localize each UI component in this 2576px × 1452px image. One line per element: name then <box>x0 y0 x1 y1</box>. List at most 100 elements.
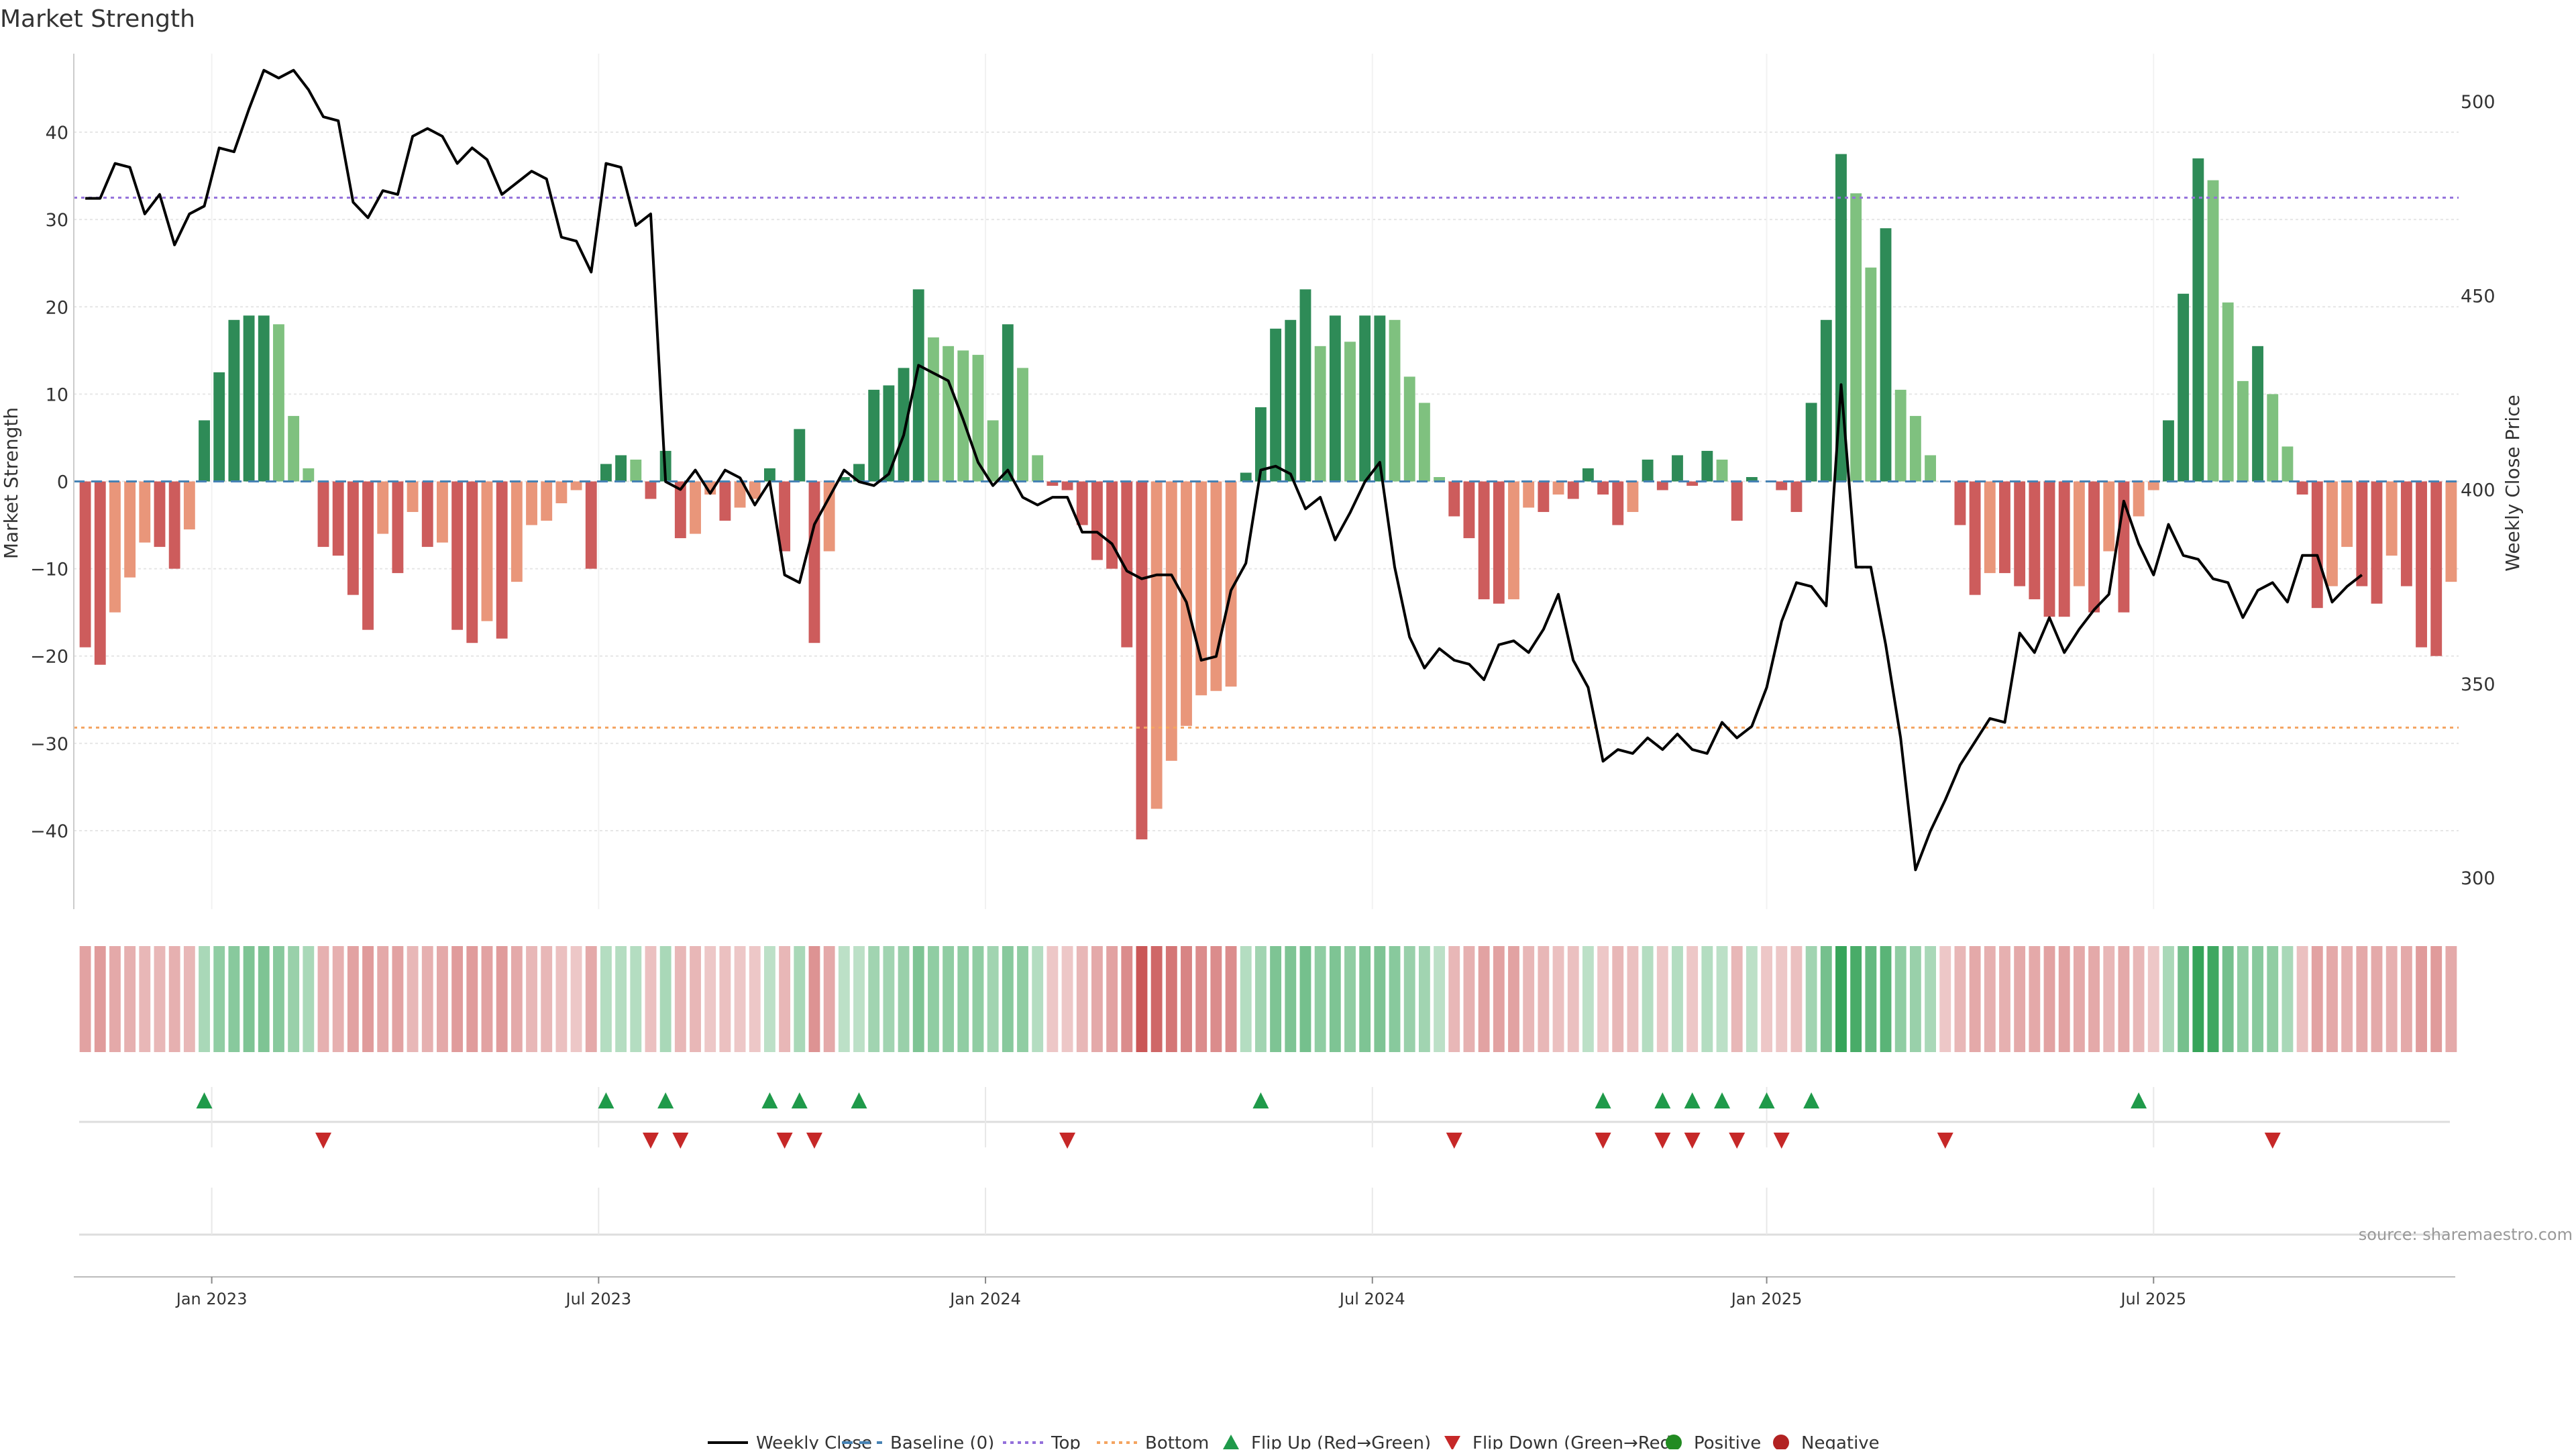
heat-cell <box>1195 946 1208 1052</box>
heat-cell <box>2311 946 2323 1052</box>
strength-bar <box>600 464 612 482</box>
x-tick-label: Jan 2025 <box>1730 1290 1803 1308</box>
heat-cell <box>927 946 939 1052</box>
heat-cell <box>1240 946 1252 1052</box>
heat-cell <box>1790 946 1803 1052</box>
legend-swatch-dot <box>1773 1435 1789 1451</box>
heat-cell <box>213 946 225 1052</box>
strength-bar <box>213 372 225 482</box>
strength-bar <box>2207 180 2219 482</box>
y-left-tick-label: 40 <box>46 123 68 144</box>
strength-bar <box>1523 481 1535 508</box>
strength-bar <box>615 455 627 482</box>
heat-cell <box>2430 946 2443 1052</box>
strength-bar <box>1225 481 1237 687</box>
strength-bar <box>183 481 195 530</box>
strength-bar <box>987 420 999 482</box>
heat-cell <box>1136 946 1148 1052</box>
flip-down-marker <box>315 1133 331 1149</box>
heat-cell <box>1076 946 1088 1052</box>
heat-cell <box>2207 946 2219 1052</box>
strength-bar <box>898 368 910 482</box>
strength-bar <box>258 315 270 482</box>
heat-cell <box>1032 946 1044 1052</box>
heat-cell <box>317 946 329 1052</box>
strength-bar <box>555 481 568 504</box>
strength-bar <box>1002 324 1014 482</box>
strength-bar <box>868 389 880 482</box>
heat-cell <box>2416 946 2427 1052</box>
strength-bar <box>1046 481 1059 486</box>
heat-cell <box>199 946 210 1052</box>
heat-cell <box>898 946 910 1052</box>
heat-cell <box>808 946 820 1052</box>
y-left-tick-label: −30 <box>30 734 68 755</box>
heat-cell <box>392 946 404 1052</box>
strength-bar <box>912 289 924 482</box>
strength-bar <box>2133 481 2145 517</box>
heat-cell <box>1582 946 1594 1052</box>
heat-cell <box>674 946 686 1052</box>
strength-bar <box>1627 481 1639 513</box>
heat-cell <box>377 946 389 1052</box>
flip-down-marker <box>1654 1133 1671 1149</box>
heat-cell <box>883 946 895 1052</box>
heat-cell <box>2296 946 2308 1052</box>
strength-bar <box>1359 315 1371 482</box>
strength-bar <box>1076 481 1088 525</box>
heat-cell <box>645 946 657 1052</box>
strength-bar <box>1567 481 1579 499</box>
heat-cell <box>168 946 180 1052</box>
heat-cell <box>1656 946 1668 1052</box>
strength-bar <box>1865 267 1877 482</box>
heat-cell <box>2371 946 2383 1052</box>
heat-cell <box>1299 946 1311 1052</box>
strength-bar <box>1880 228 1892 482</box>
strength-bar <box>1672 455 1683 482</box>
strength-bar <box>1463 481 1475 539</box>
heat-cell <box>1329 946 1341 1052</box>
heat-cell <box>407 946 419 1052</box>
strength-bar <box>377 481 389 534</box>
strength-bar <box>303 468 315 482</box>
heat-cell <box>912 946 924 1052</box>
strength-bar <box>749 481 761 499</box>
strength-bar <box>526 481 537 525</box>
strength-bar <box>2371 481 2383 604</box>
legend[interactable]: Weekly Close Baseline (0) Top Bottom Flip Up… <box>708 1433 1880 1452</box>
strength-bar <box>1434 476 1446 482</box>
strength-bar <box>2267 394 2279 482</box>
strength-bar <box>1656 481 1668 490</box>
flip-down-marker <box>1937 1133 1953 1149</box>
flip-down-marker <box>1595 1133 1611 1149</box>
heat-cell <box>1969 946 1981 1052</box>
strength-bar <box>451 481 464 630</box>
heat-cell <box>79 946 91 1052</box>
strength-bar <box>332 481 344 556</box>
strength-bar <box>2252 346 2263 482</box>
legend-item: Positive <box>1666 1433 1761 1452</box>
heat-cell <box>1954 946 1966 1052</box>
heat-cell <box>2073 946 2085 1052</box>
heat-cell <box>511 946 523 1052</box>
strength-bar <box>1061 481 1073 490</box>
heat-cell <box>957 946 969 1052</box>
strength-bar <box>541 481 553 521</box>
heat-cell <box>838 946 850 1052</box>
heat-cell <box>451 946 464 1052</box>
heat-cell <box>139 946 151 1052</box>
legend-label: Top <box>1051 1433 1081 1449</box>
heat-cell <box>1374 946 1386 1052</box>
heat-cell <box>1225 946 1237 1052</box>
heat-cell <box>1805 946 1817 1052</box>
legend-item: Top <box>1003 1433 1081 1452</box>
weekly-close-layer <box>85 68 2363 872</box>
flip-down-marker <box>2264 1133 2281 1149</box>
strength-bar <box>1285 319 1297 482</box>
heat-cell <box>2356 946 2368 1052</box>
heat-cell <box>1850 946 1862 1052</box>
heat-cell <box>1181 946 1192 1052</box>
heat-cell <box>362 946 374 1052</box>
